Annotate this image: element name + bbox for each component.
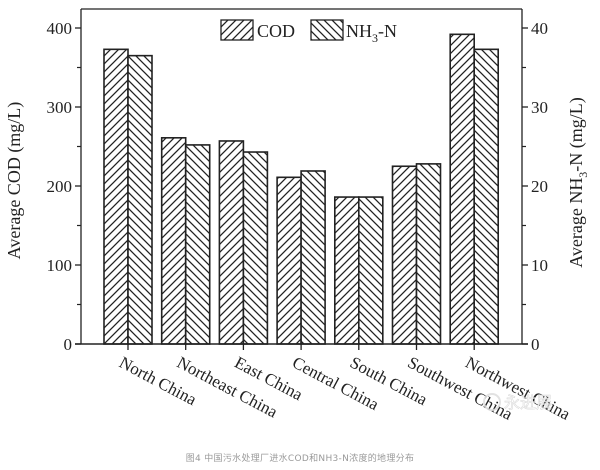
bar-nh3-n — [127, 54, 153, 345]
bar-cod — [333, 196, 360, 345]
bar-cod — [160, 137, 187, 345]
bar-nh3-n — [184, 144, 211, 345]
y-right-tick-label: 40 — [531, 19, 548, 38]
legend-swatch-nh3-n — [310, 19, 344, 41]
y-right-axis-title: Average NH3-N (mg/L) — [566, 97, 590, 268]
y-tick-label: 300 — [47, 98, 73, 117]
legend-label-cod: COD — [257, 21, 295, 41]
legend-label-nh3-n: NH3-N — [346, 21, 397, 45]
bar-cod — [103, 48, 129, 345]
y-right-tick-label: 0 — [531, 335, 540, 354]
watermark: 永进展 — [483, 393, 552, 412]
bar-nh3-n — [473, 48, 500, 345]
legend-swatch-cod — [220, 19, 254, 41]
bar-cod — [218, 140, 245, 345]
y-right-tick-label: 30 — [531, 98, 548, 117]
y-right-tick-label: 20 — [531, 177, 548, 196]
y-axis-title: Average COD (mg/L) — [4, 102, 25, 260]
bars-group — [103, 33, 500, 345]
figure-caption: 图4 中国污水处理厂进水COD和NH3-N浓度的地理分布 — [185, 454, 415, 464]
y-tick-label: 400 — [47, 19, 73, 38]
bar-cod — [449, 33, 476, 345]
bar-nh3-n — [300, 170, 326, 345]
bar-cod — [276, 176, 302, 345]
y-right-tick-label: 10 — [531, 256, 548, 275]
bar-cod — [391, 165, 418, 345]
bar-nh3-n — [242, 151, 269, 345]
bar-nh3-n — [357, 196, 384, 345]
y-tick-label: 200 — [47, 177, 73, 196]
svg-text:永进展: 永进展 — [504, 393, 552, 412]
legend: COD NH3-N — [220, 19, 397, 45]
bar-nh3-n — [415, 163, 442, 345]
y-tick-label: 0 — [64, 335, 73, 354]
y-tick-label: 100 — [47, 256, 73, 275]
